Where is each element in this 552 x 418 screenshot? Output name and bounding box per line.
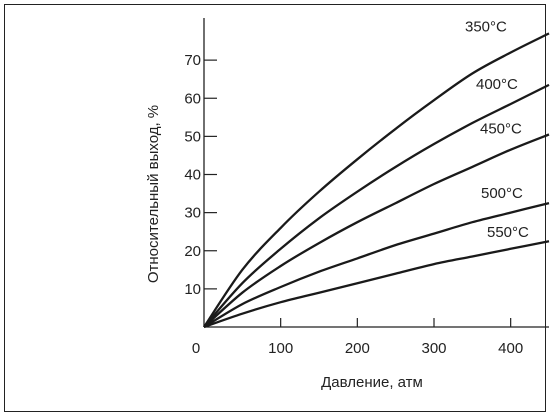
y-tick-label: 50 <box>184 128 201 145</box>
y-tick-label: 40 <box>184 167 201 184</box>
series-curve <box>203 240 550 329</box>
x-ticks: 0 100 200 300 400 <box>192 318 523 357</box>
x-axis-title: Давление, атм <box>321 374 423 391</box>
y-ticks: 10 20 30 40 50 60 70 <box>184 52 217 298</box>
series-curve <box>203 83 550 328</box>
y-tick-label: 30 <box>184 205 201 222</box>
series-label: 350°C <box>465 18 507 35</box>
y-tick-label: 70 <box>184 52 201 69</box>
series-curve <box>203 133 550 328</box>
y-tick-label: 10 <box>184 281 201 298</box>
x-tick-label: 400 <box>498 340 523 357</box>
axes <box>203 18 549 328</box>
series-labels: 350°C 400°C 450°C 500°C 550°C <box>465 18 529 241</box>
y-tick-label: 20 <box>184 243 201 260</box>
chart-frame <box>4 4 546 412</box>
series-curve <box>203 201 550 328</box>
y-axis-title: Относительный выход, % <box>145 105 162 283</box>
series-label: 400°C <box>476 76 518 93</box>
series-label: 450°C <box>480 120 522 137</box>
x-tick-label: 200 <box>345 340 370 357</box>
series-label: 500°C <box>481 185 523 202</box>
x-tick-label: 300 <box>421 340 446 357</box>
y-tick-label: 60 <box>184 90 201 107</box>
x-tick-label: 0 <box>192 340 200 357</box>
series-curves <box>203 32 550 329</box>
x-tick-label: 100 <box>268 340 293 357</box>
series-label: 550°C <box>487 224 529 241</box>
series-curve <box>203 32 550 328</box>
